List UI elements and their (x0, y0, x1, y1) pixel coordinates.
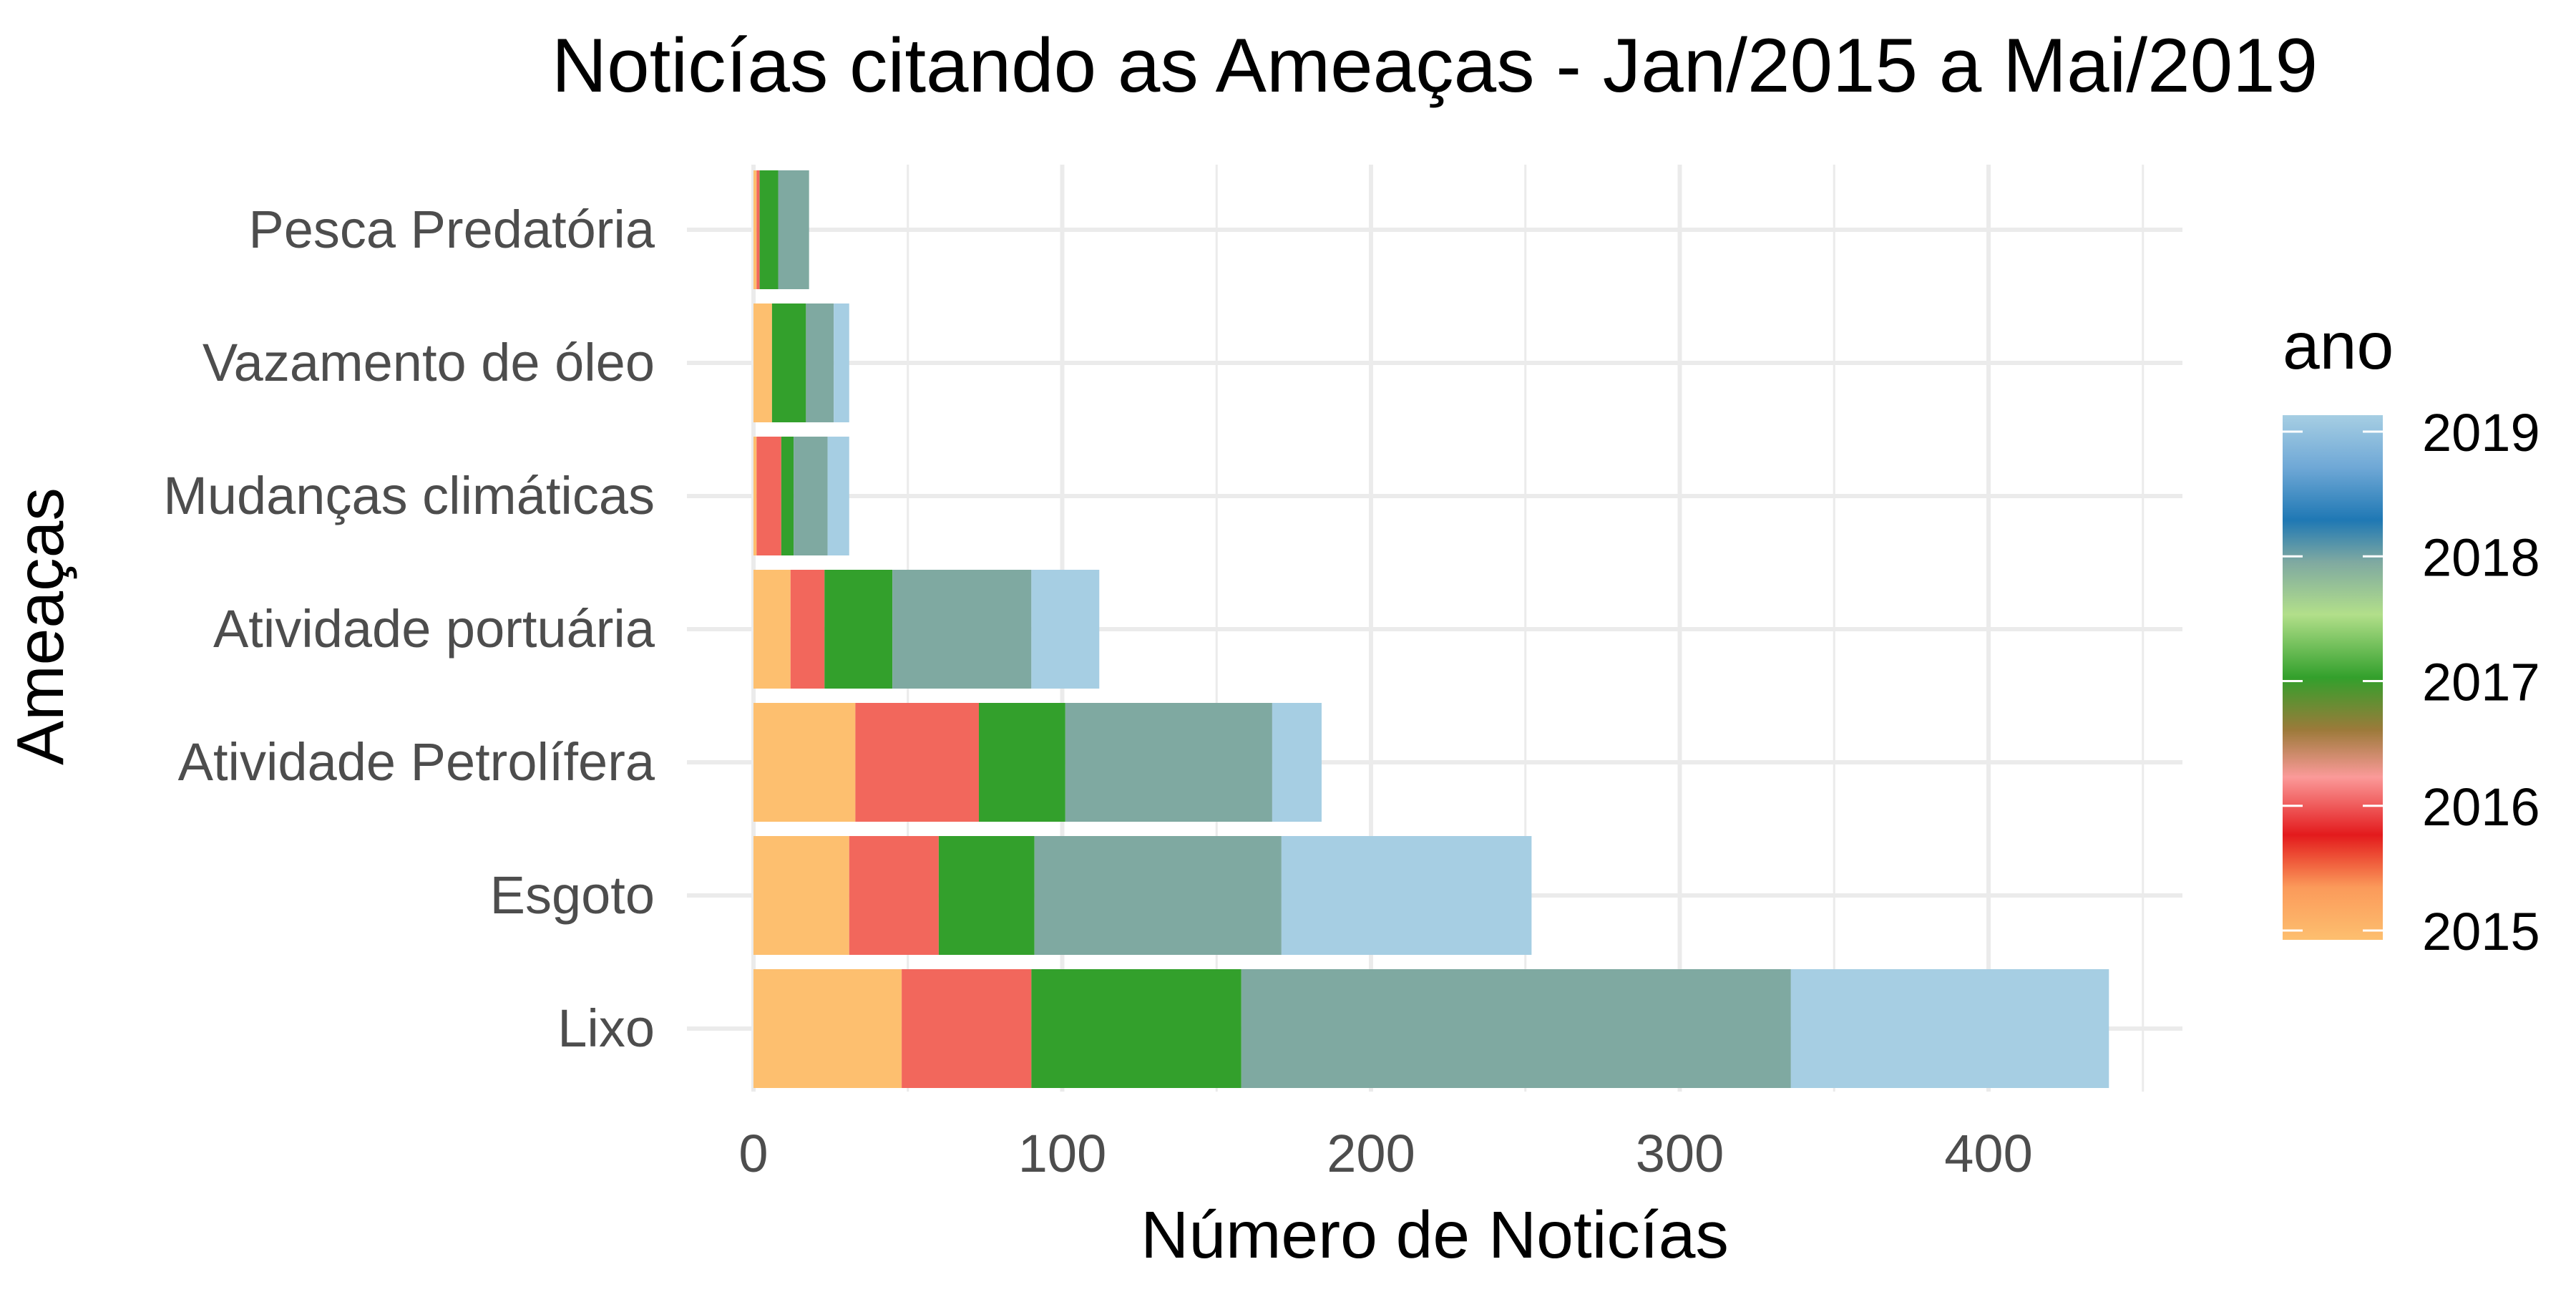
y-tick-label: Mudanças climáticas (163, 466, 655, 525)
y-tick-label: Atividade portuária (213, 599, 655, 659)
bar-segment (1031, 570, 1100, 689)
y-tick-label: Lixo (557, 999, 655, 1058)
legend-label: 2018 (2422, 528, 2540, 587)
bar-segment (849, 836, 939, 955)
y-tick-label: Atividade Petrolífera (178, 732, 655, 792)
bar-segment (753, 570, 791, 689)
y-axis-tick-labels: Lixo Esgoto Atividade Petrolífera Atividade… (163, 200, 655, 1058)
bar-segment (753, 703, 856, 822)
x-tick-label: 0 (738, 1124, 768, 1183)
bar-segment (806, 303, 834, 422)
bar-segment (771, 303, 806, 422)
legend-ticks (2283, 430, 2383, 932)
bar-segment (790, 570, 825, 689)
bar-segment (834, 303, 849, 422)
bar-segment (855, 703, 979, 822)
bar-segment (1034, 836, 1282, 955)
legend-label: 2019 (2422, 403, 2540, 462)
bar-segment (1272, 703, 1322, 822)
bar-segment (756, 437, 781, 555)
bar-segment (827, 437, 849, 555)
bar-segment (1281, 836, 1532, 955)
legend-label: 2017 (2422, 653, 2540, 712)
legend-title: ano (2283, 309, 2394, 383)
bar-segment (794, 437, 828, 555)
plot-panel (687, 165, 2182, 1092)
bar-segment (753, 437, 757, 555)
bar-segment (781, 437, 794, 555)
bar-segment (753, 969, 902, 1088)
bar-segment (753, 303, 772, 422)
bar-segment (938, 836, 1035, 955)
bar-segment (1031, 969, 1241, 1088)
y-tick-label: Esgoto (490, 865, 655, 925)
x-tick-label: 100 (1018, 1124, 1106, 1183)
x-tick-label: 300 (1636, 1124, 1724, 1183)
bar-segment (778, 170, 809, 289)
legend-label: 2015 (2422, 902, 2540, 961)
bar-segment (902, 969, 1032, 1088)
x-axis-title: Número de Noticías (1141, 1198, 1729, 1272)
bar-segment (978, 703, 1065, 822)
chart-title: Noticías citando as Ameaças - Jan/2015 a… (552, 22, 2318, 108)
bar-segment (1065, 703, 1272, 822)
legend-colorbar (2283, 415, 2383, 940)
x-tick-label: 200 (1327, 1124, 1415, 1183)
bar-segment (753, 836, 849, 955)
bar-segment (1241, 969, 1791, 1088)
legend: ano 2019 2018 2017 2016 2015 (2283, 309, 2540, 961)
y-tick-label: Pesca Predatória (248, 200, 655, 259)
bar-segment (756, 170, 760, 289)
bar-segment (1790, 969, 2109, 1088)
bar-segment (892, 570, 1032, 689)
x-tick-label: 400 (1944, 1124, 2032, 1183)
bar-segment (824, 570, 893, 689)
bar-segment (753, 170, 757, 289)
bar-segment (759, 170, 779, 289)
legend-label: 2016 (2422, 777, 2540, 837)
legend-labels: 2019 2018 2017 2016 2015 (2422, 403, 2540, 961)
x-axis-tick-labels: 0 100 200 300 400 (738, 1124, 2032, 1183)
bars (753, 170, 2109, 1088)
y-axis-title: Ameaças (3, 487, 77, 765)
y-tick-label: Vazamento de óleo (203, 333, 655, 392)
